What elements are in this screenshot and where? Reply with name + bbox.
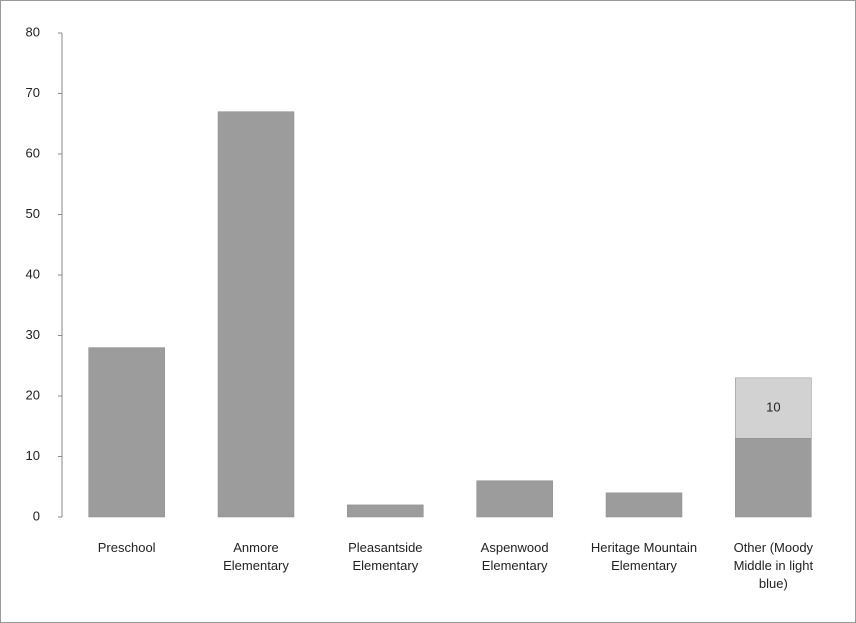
y-tick-label: 20 xyxy=(26,387,40,402)
y-tick-label: 60 xyxy=(26,145,40,160)
bar-segment xyxy=(347,504,424,518)
data-label: 10 xyxy=(766,400,780,415)
x-tick-label: Preschool xyxy=(97,540,156,555)
x-tick-label: Other (Moody Middle in light blue) xyxy=(733,540,814,591)
bar-segment xyxy=(605,492,683,518)
y-tick-label: 70 xyxy=(26,85,40,100)
y-tick-label: 50 xyxy=(26,206,40,221)
x-tick-label: Heritage Mountain Elementary xyxy=(590,540,698,573)
x-tick-label: Anmore Elementary xyxy=(223,540,289,573)
y-tick-label: 10 xyxy=(26,448,40,463)
y-tick-label: 30 xyxy=(26,327,40,342)
bar-segment xyxy=(735,377,812,439)
bar-segment xyxy=(217,111,295,518)
x-tick-label: Pleasantside Elementary xyxy=(348,540,423,573)
bar-segment xyxy=(735,438,812,518)
y-tick-label: 80 xyxy=(26,24,40,39)
x-tick-label: Aspenwood Elementary xyxy=(480,540,549,573)
y-tick-label: 0 xyxy=(33,508,40,523)
bar-segment xyxy=(476,480,553,518)
y-tick-label: 40 xyxy=(26,266,40,281)
bar-segment xyxy=(88,347,165,518)
